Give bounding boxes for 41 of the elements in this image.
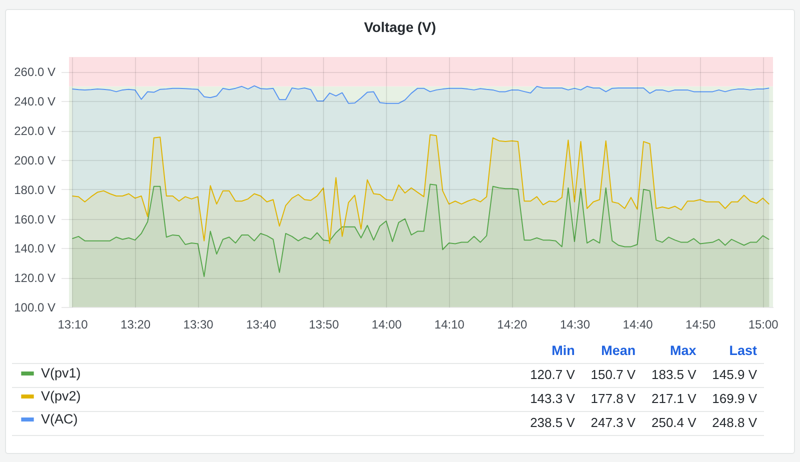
text: 145.9 V — [712, 366, 757, 382]
x-tick-label: 13:40 — [246, 318, 276, 332]
text: Last — [729, 342, 757, 358]
y-tick-label: 180.0 V — [14, 182, 56, 197]
y-tick-label: 160.0 V — [14, 212, 56, 226]
y-tick-label: 100.0 V — [14, 300, 56, 314]
legend-label: V(AC) — [41, 412, 78, 426]
y-tick-label: 240.0 V — [14, 94, 56, 109]
legend-label: V(pv1) — [41, 366, 81, 380]
text: Max — [670, 342, 696, 358]
text: 217.1 V — [651, 390, 696, 406]
y-tick-label: 220.0 V — [14, 124, 56, 138]
x-tick-label: 14:30 — [560, 318, 590, 332]
x-tick-label: 14:50 — [686, 318, 716, 332]
text: 177.8 V — [590, 390, 636, 406]
x-tick-label: 13:50 — [308, 318, 340, 332]
text: 143.3 V — [530, 390, 575, 406]
x-tick-label: 14:10 — [434, 318, 465, 332]
y-tick-label: 200.0 V — [14, 153, 56, 168]
x-tick-label: 14:20 — [497, 318, 528, 332]
text: 248.8 V — [712, 414, 757, 430]
y-tick-label: 120.0 V — [14, 271, 56, 286]
text: 120.7 V — [530, 366, 575, 382]
chart-title: Voltage (V) — [364, 19, 436, 35]
text: Min — [552, 342, 575, 358]
text: Mean — [601, 342, 636, 358]
text: 247.3 V — [590, 414, 636, 430]
x-tick-label: 13:30 — [183, 318, 214, 332]
y-tick-label: 260.0 V — [14, 65, 56, 80]
x-tick-label: 14:40 — [622, 318, 654, 332]
y-tick-label: 140.0 V — [14, 242, 56, 256]
text: 169.9 V — [712, 390, 757, 406]
x-tick-label: 15:00 — [748, 318, 779, 332]
text: 183.5 V — [651, 366, 696, 382]
x-tick-label: 13:20 — [120, 318, 151, 332]
text: 238.5 V — [530, 414, 575, 430]
legend-label: V(pv2) — [41, 388, 81, 404]
x-tick-label: 13:10 — [58, 318, 88, 332]
text: 250.4 V — [651, 414, 696, 430]
x-tick-label: 14:00 — [372, 318, 402, 332]
text: 150.7 V — [590, 366, 636, 382]
